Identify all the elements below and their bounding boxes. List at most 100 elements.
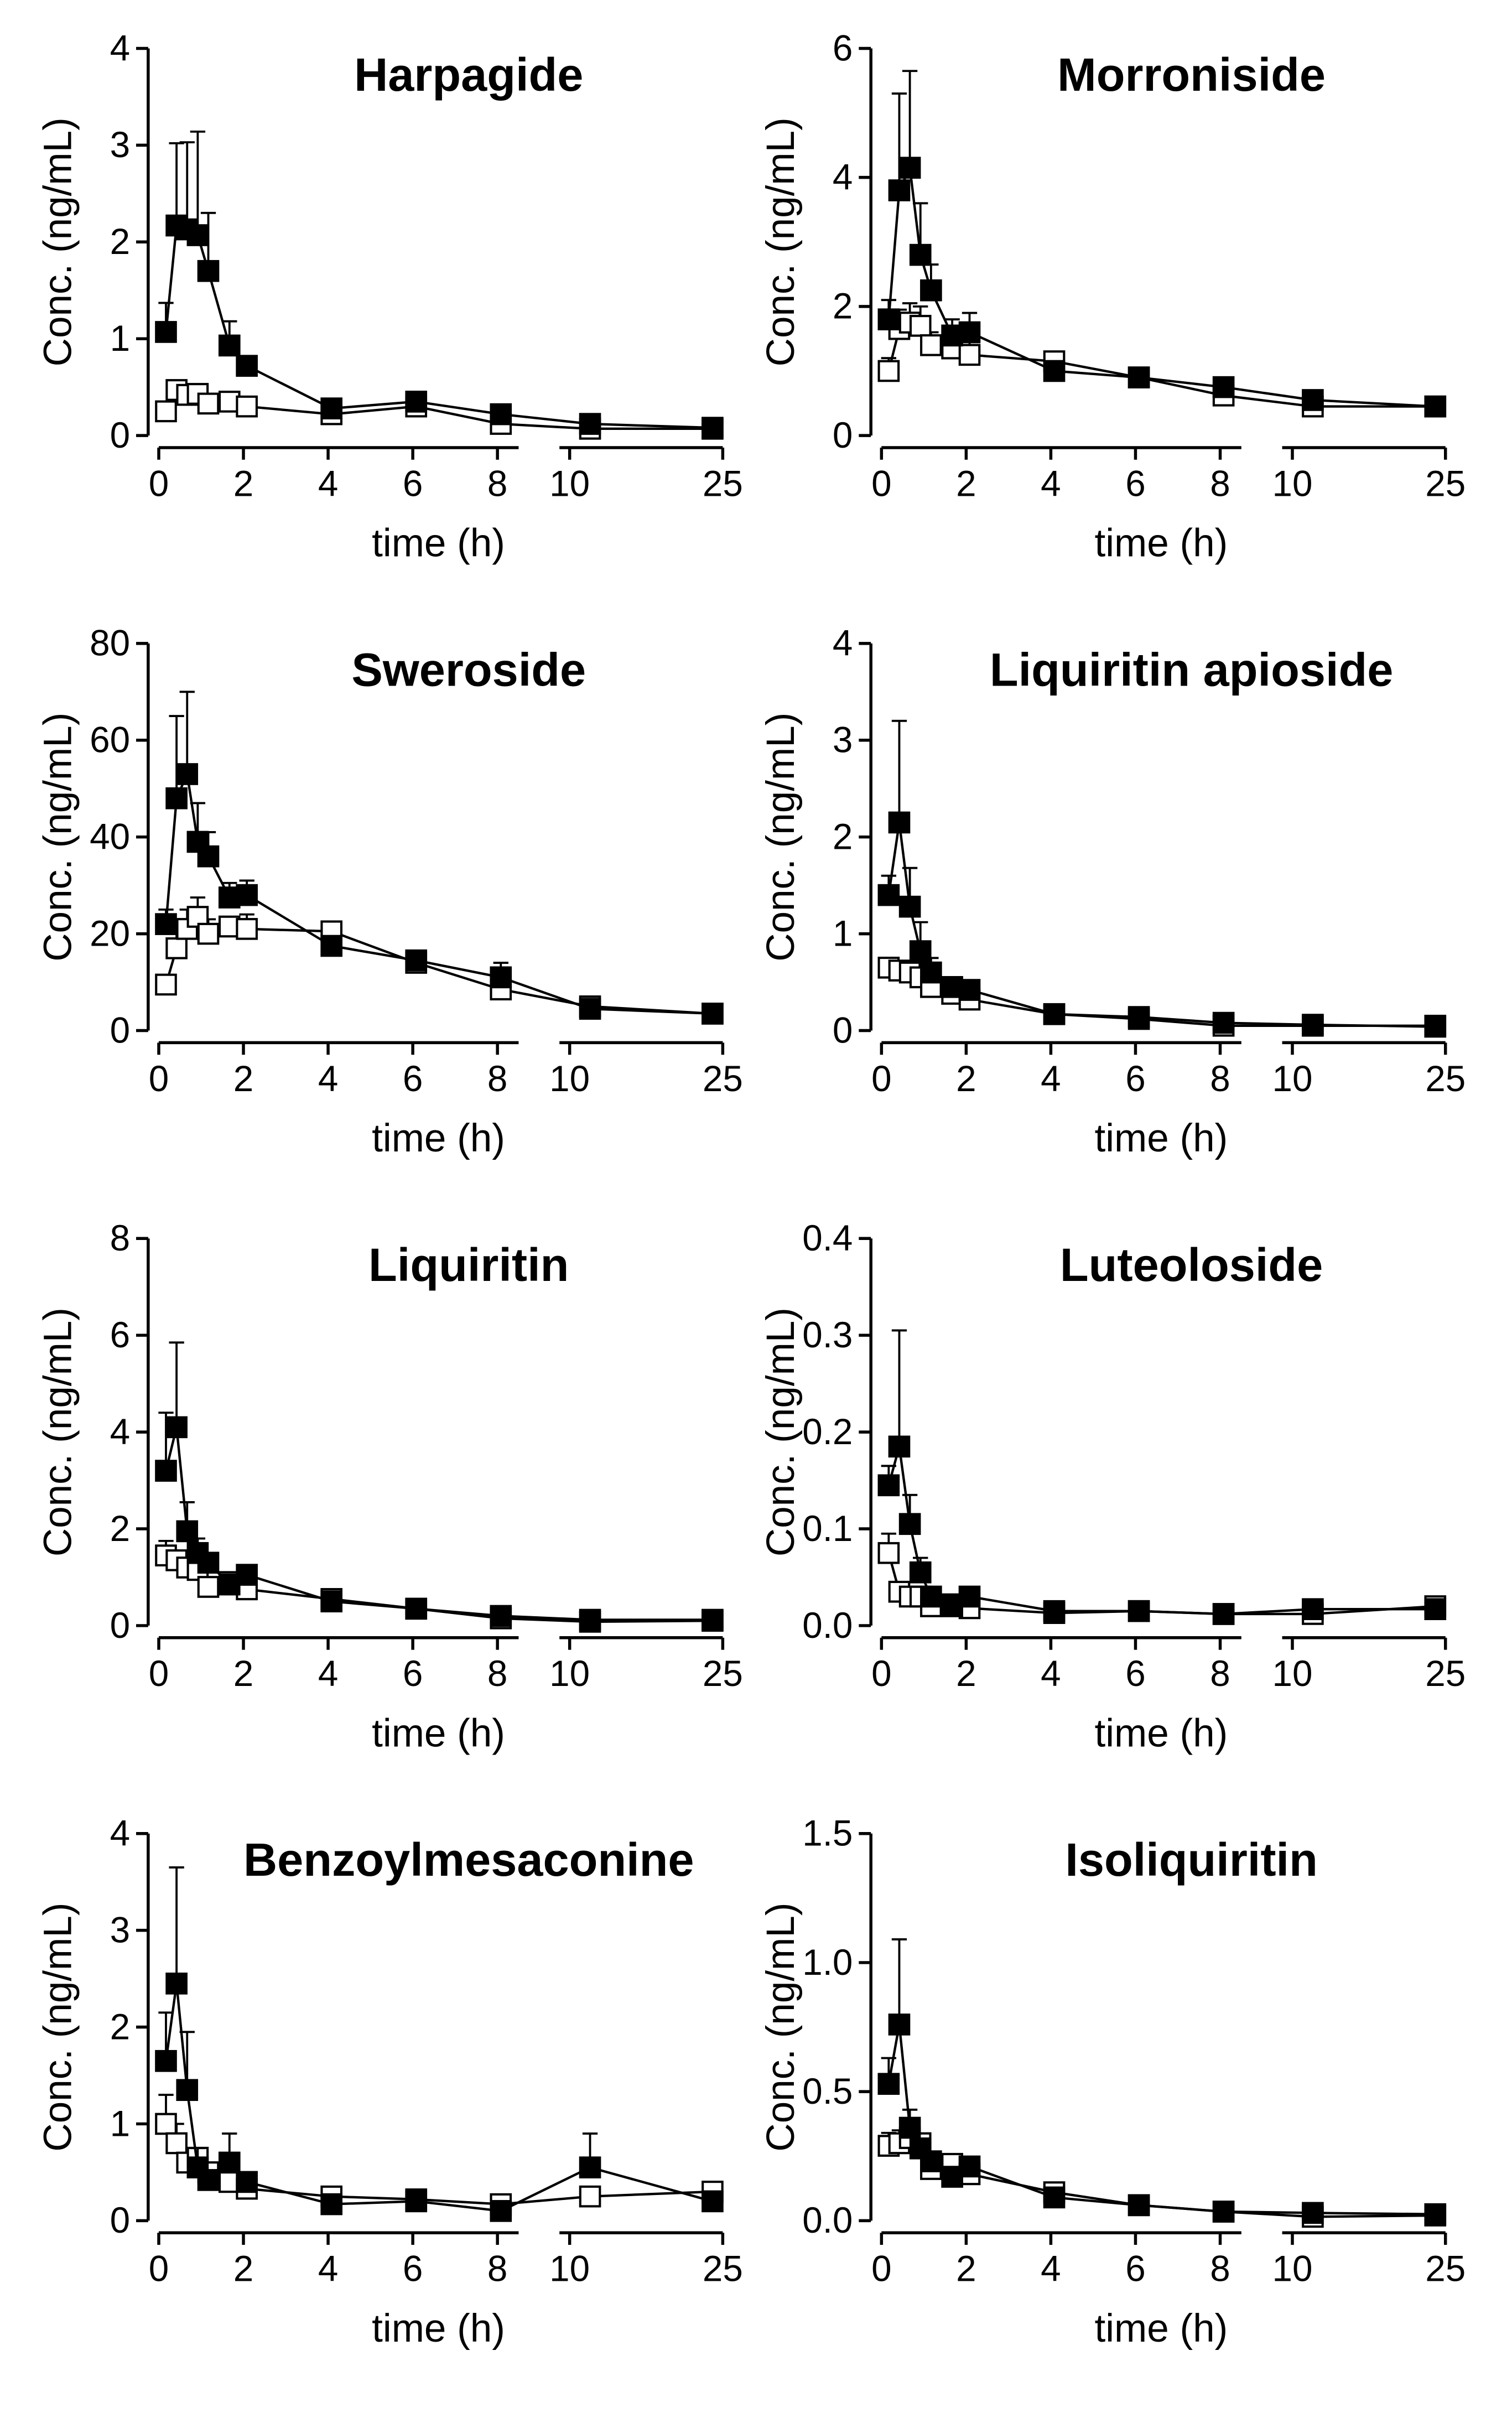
x-tick-label: 0 [871,2249,891,2289]
marker [490,966,512,989]
chart-title: Liquiritin [368,1238,569,1291]
x-tick-label: 6 [403,2249,423,2289]
y-axis-label: Conc. (ng/mL) [759,1902,803,2151]
marker [1127,1006,1150,1028]
x-tick-label: 6 [403,1653,423,1694]
x-tick-label: 2 [233,1058,253,1099]
y-tick-label: 40 [90,817,130,857]
marker [236,918,258,940]
marker [236,884,258,906]
marker [405,2190,428,2213]
error-bar [891,1329,907,1447]
marker [920,334,942,356]
y-tick-label: 0 [110,1010,130,1050]
marker [490,403,512,426]
chart-title: Sweroside [351,643,586,696]
y-tick-label: 80 [90,623,130,663]
marker [1127,1600,1150,1622]
marker [898,895,921,918]
x-tick-label: 2 [956,1653,976,1694]
y-tick-label: 3 [110,124,130,165]
y-tick-label: 4 [110,28,130,68]
x-tick-label: 10 [549,2249,590,2289]
marker [702,417,724,439]
marker [405,1597,428,1620]
x-tick-label: 6 [1125,1058,1145,1099]
y-axis-label: Conc. (ng/mL) [36,1307,80,1556]
chart-title: Benzoylmesaconine [243,1833,694,1886]
x-tick-label: 10 [1272,1058,1313,1099]
y-tick-label: 0.4 [802,1218,853,1258]
marker [320,397,343,419]
x-axis-label: time (h) [1095,1712,1228,1756]
x-tick-label: 2 [233,1653,253,1694]
marker [155,2113,177,2135]
x-tick-label: 4 [1041,463,1061,504]
x-tick-label: 0 [149,2249,169,2289]
x-tick-label: 10 [549,1058,590,1099]
marker [898,1513,921,1535]
marker [155,400,177,423]
x-axis-label: time (h) [1095,1117,1228,1160]
x-tick-label: 4 [318,2249,338,2289]
marker [877,360,900,382]
marker [958,2155,981,2178]
y-tick-label: 0 [110,2200,130,2240]
y-tick-label: 0.0 [802,1605,853,1646]
y-tick-label: 0 [110,1605,130,1646]
marker [1212,376,1235,398]
y-axis-label: Conc. (ng/mL) [759,117,803,366]
x-axis-label: time (h) [1095,2307,1228,2350]
x-tick-label: 0 [149,1058,169,1099]
error-bar [169,1341,184,1428]
marker [909,315,932,337]
marker [877,308,900,331]
marker [155,913,177,935]
marker [579,998,601,1020]
marker [165,937,188,959]
y-axis-label: Conc. (ng/mL) [36,713,80,962]
x-tick-label: 10 [549,1653,590,1694]
x-tick-label: 0 [871,1653,891,1694]
marker [490,2200,512,2222]
y-axis-label: Conc. (ng/mL) [759,1307,803,1556]
marker [1424,1015,1447,1038]
x-tick-label: 6 [1125,463,1145,504]
x-tick-label: 8 [1210,463,1230,504]
x-tick-label: 8 [1210,1058,1230,1099]
chart-title: Isoliquiritin [1065,1833,1318,1886]
marker [320,2193,343,2215]
marker [165,1973,188,1995]
marker [909,243,932,266]
x-tick-label: 0 [149,463,169,504]
y-tick-label: 6 [833,28,853,68]
marker [1127,2194,1150,2217]
marker [1424,395,1447,418]
x-tick-label: 25 [703,463,743,504]
marker [405,391,428,413]
x-tick-label: 10 [549,463,590,504]
marker [218,334,241,357]
marker [197,1576,220,1598]
marker [1212,1011,1235,1034]
marker [1302,1598,1324,1621]
marker [1043,1600,1066,1622]
marker [1302,1014,1324,1036]
y-tick-label: 20 [90,913,130,953]
x-tick-label: 4 [318,463,338,504]
y-tick-label: 3 [110,1910,130,1950]
marker [1212,1603,1235,1625]
x-tick-label: 10 [1272,463,1313,504]
marker [197,1552,220,1574]
y-tick-label: 0 [110,415,130,455]
x-tick-label: 6 [1125,1653,1145,1694]
marker [877,1474,900,1497]
marker [877,884,900,906]
marker [155,1460,177,1482]
x-tick-label: 8 [487,2249,507,2289]
y-axis-label: Conc. (ng/mL) [36,1902,80,2151]
marker [320,1590,343,1613]
marker [958,979,981,1001]
error-bar [891,719,907,823]
